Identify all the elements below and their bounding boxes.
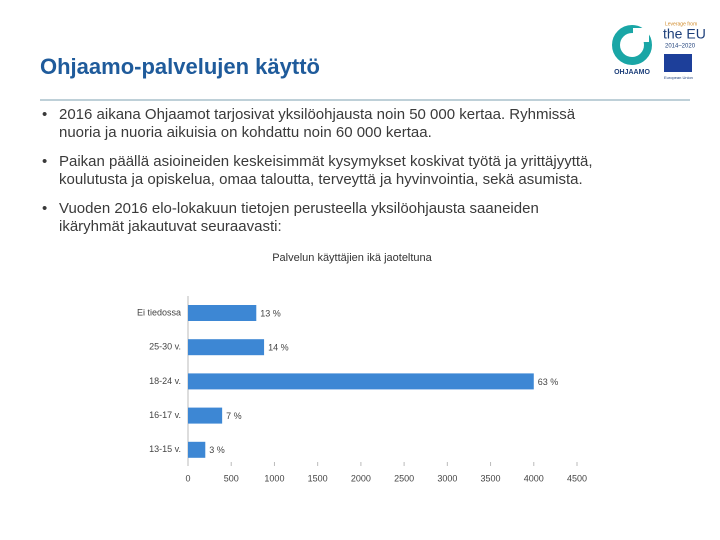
bar-label: 63 %: [538, 377, 559, 387]
bar-label: 3 %: [209, 445, 225, 455]
bullet-dot: •: [42, 200, 47, 217]
x-tick-label: 500: [224, 473, 239, 483]
y-tick-label: 18-24 v.: [149, 376, 181, 386]
bar-label: 13 %: [260, 308, 281, 318]
chart-title: Palvelun käyttäjien ikä jaoteltuna: [272, 252, 432, 264]
bullet-dot: •: [42, 153, 47, 170]
x-tick-label: 3000: [437, 473, 457, 483]
leverage-text: Leverage from: [665, 21, 697, 27]
title: Ohjaamo-palvelujen käyttö: [40, 54, 320, 79]
bullet-dot: •: [42, 106, 47, 123]
y-tick-label: 13-15 v.: [149, 444, 181, 454]
bullet-line: Paikan päällä asioineiden keskeisimmät k…: [59, 153, 593, 170]
y-tick-label: Ei tiedossa: [137, 307, 181, 317]
years-text: 2014–2020: [665, 44, 696, 50]
x-tick-label: 4000: [524, 473, 544, 483]
bar: [188, 441, 206, 458]
bullet-line: nuoria ja nuoria aikuisia on kohdattu no…: [59, 124, 432, 141]
ohjaamo-logo: OHJAAMO: [612, 25, 652, 76]
x-tick-label: 2000: [351, 473, 371, 483]
bar: [188, 373, 534, 390]
eu-union-text: European Union: [664, 75, 693, 80]
x-tick-label: 1500: [308, 473, 328, 483]
bar-label: 14 %: [268, 343, 289, 353]
ohjaamo-text: OHJAAMO: [614, 69, 650, 76]
bullet-line: 2016 aikana Ohjaamot tarjosivat yksilöoh…: [59, 106, 576, 123]
x-tick-label: 4500: [567, 473, 587, 483]
bullet-line: koulutusta ja opiskelua, omaa taloutta, …: [59, 171, 583, 188]
x-tick-label: 3500: [481, 473, 501, 483]
bar-label: 7 %: [226, 411, 242, 421]
bar: [188, 407, 223, 424]
eu-logo: Leverage from the EU 2014–2020 European …: [663, 21, 706, 80]
bar: [188, 305, 257, 321]
eu-text: the EU: [663, 26, 706, 42]
bullet-line: ikäryhmät jakautuvat seuraavasti:: [59, 218, 282, 235]
y-tick-label: 16-17 v.: [149, 410, 181, 420]
x-tick-label: 1000: [264, 473, 284, 483]
bullet-line: Vuoden 2016 elo-lokakuun tietojen perust…: [59, 200, 539, 217]
y-tick-label: 25-30 v.: [149, 342, 181, 352]
x-tick-label: 2500: [394, 473, 414, 483]
bar: [188, 339, 265, 356]
x-tick-label: 0: [185, 473, 190, 483]
